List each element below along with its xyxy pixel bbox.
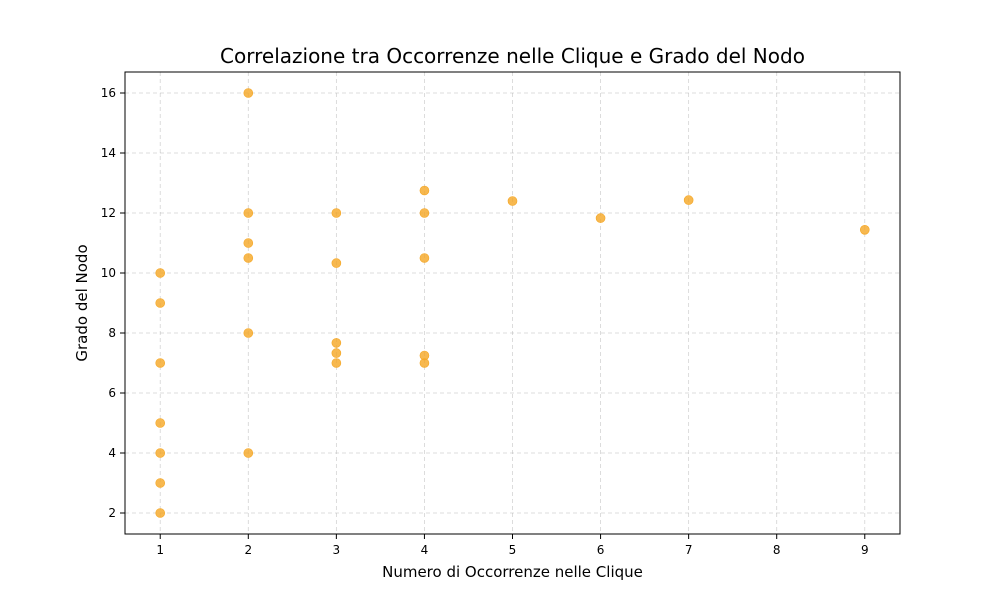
data-point <box>419 208 430 218</box>
data-point <box>331 208 342 218</box>
y-tick-label: 6 <box>108 386 116 400</box>
y-tick-label: 14 <box>101 146 116 160</box>
data-point <box>155 478 166 488</box>
data-point <box>419 350 430 361</box>
x-tick-label: 1 <box>156 543 164 557</box>
chart-title: Correlazione tra Occorrenze nelle Clique… <box>220 44 805 68</box>
x-tick-label: 3 <box>333 543 341 557</box>
y-axis-ticks: 2 4 6 8 10 12 14 16 <box>101 86 125 520</box>
data-point <box>243 208 254 218</box>
data-point <box>419 185 430 196</box>
data-point <box>243 448 254 458</box>
data-points <box>155 88 870 518</box>
data-point <box>243 88 254 98</box>
y-tick-label: 8 <box>108 326 116 340</box>
x-axis-ticks: 1 2 3 4 5 6 7 8 9 <box>156 534 869 557</box>
data-point <box>155 298 166 308</box>
y-tick-label: 2 <box>108 506 116 520</box>
data-point <box>155 418 166 428</box>
data-point <box>155 358 166 368</box>
x-tick-label: 9 <box>861 543 869 557</box>
data-point <box>155 508 166 518</box>
data-point <box>155 448 166 458</box>
data-point <box>419 253 430 263</box>
y-tick-label: 16 <box>101 86 116 100</box>
data-point <box>859 225 870 235</box>
x-tick-label: 8 <box>773 543 781 557</box>
x-tick-label: 4 <box>421 543 429 557</box>
data-point <box>331 258 342 268</box>
data-point <box>331 358 342 368</box>
grid-lines <box>125 72 900 534</box>
y-tick-label: 12 <box>101 206 116 220</box>
y-axis-label: Grado del Nodo <box>73 244 91 361</box>
data-point <box>331 338 342 348</box>
x-tick-label: 7 <box>685 543 693 557</box>
data-point <box>331 348 342 358</box>
x-tick-label: 2 <box>244 543 252 557</box>
data-point <box>243 238 254 248</box>
data-point <box>595 213 606 223</box>
data-point <box>683 195 694 205</box>
y-tick-label: 10 <box>101 266 116 280</box>
x-tick-label: 6 <box>597 543 605 557</box>
data-point <box>243 328 254 338</box>
data-point <box>155 268 166 278</box>
data-point <box>243 253 254 263</box>
y-tick-label: 4 <box>108 446 116 460</box>
x-tick-label: 5 <box>509 543 517 557</box>
data-point <box>507 196 518 206</box>
x-axis-label: Numero di Occorrenze nelle Clique <box>382 563 643 581</box>
